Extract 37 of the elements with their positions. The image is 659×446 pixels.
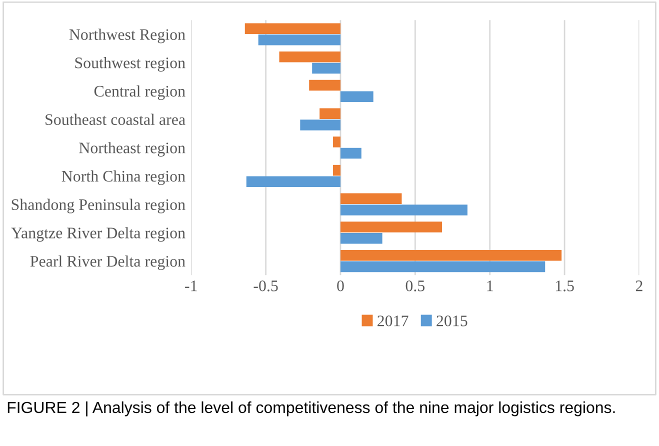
y-tick-label: Central region <box>94 85 186 100</box>
bar <box>246 176 340 188</box>
bar <box>320 108 340 119</box>
bar <box>258 34 340 46</box>
y-tick-label: Yangtze River Delta region <box>11 227 186 242</box>
bar <box>312 62 340 74</box>
bar <box>300 120 340 130</box>
legend-label: 2015 <box>436 316 468 326</box>
legend-label: 2017 <box>378 316 408 326</box>
bar <box>340 148 362 159</box>
bar <box>340 91 374 102</box>
x-tick-label: 2 <box>636 280 642 292</box>
bar <box>279 52 340 62</box>
bar <box>333 164 340 176</box>
x-tick-label: 1.5 <box>556 280 574 292</box>
bar <box>244 23 340 34</box>
y-tick-label: Northwest Region <box>69 28 186 44</box>
y-tick-label: Pearl River Delta region <box>30 255 186 270</box>
x-tick-label: -1 <box>185 280 197 292</box>
x-tick-label: 1 <box>487 280 493 292</box>
x-tick-label: 0.5 <box>406 280 425 292</box>
caption: FIGURE 2 | Analysis of the level of competitiveness of the nine major logistics regions. <box>8 401 615 416</box>
y-tick-label: Southwest region <box>75 57 186 72</box>
bar <box>340 261 546 272</box>
y-tick-label: Southeast coastal area <box>46 114 186 125</box>
bar <box>309 80 340 91</box>
bar <box>340 222 442 232</box>
bar <box>340 250 562 261</box>
bar <box>340 204 468 216</box>
y-tick-label: Shandong Peninsula region <box>12 198 186 214</box>
y-tick-label: North China region <box>62 170 186 185</box>
x-tick-label: -0.5 <box>254 280 278 292</box>
x-tick-label: 0 <box>337 280 344 292</box>
y-tick-label: Northeast region <box>79 142 186 157</box>
bar <box>340 193 402 204</box>
bar <box>340 232 382 244</box>
bar <box>333 136 340 148</box>
